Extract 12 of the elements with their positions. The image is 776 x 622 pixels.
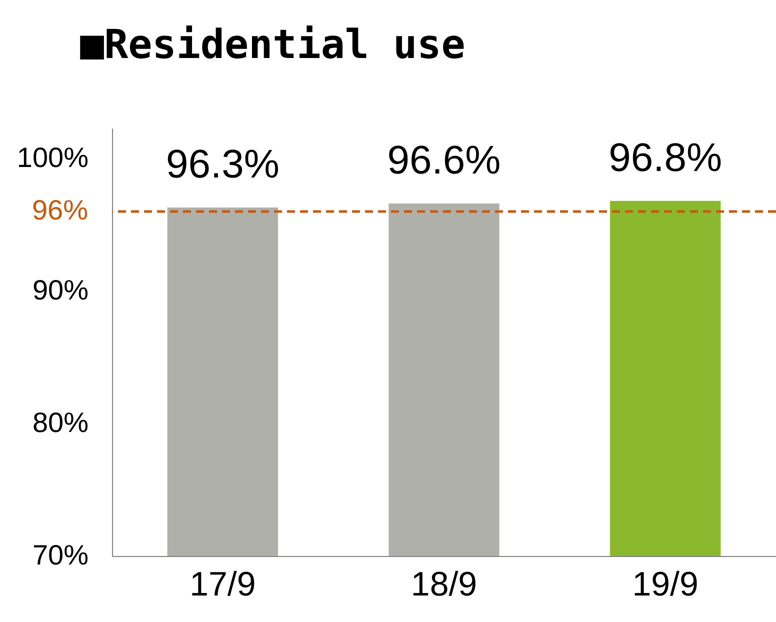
y-tick-label: 90% — [32, 274, 88, 306]
ref-line-label: 96% — [32, 194, 88, 226]
data-label: 96.6% — [387, 138, 501, 183]
y-tick-label: 70% — [32, 540, 88, 570]
y-tick-label: 80% — [32, 406, 88, 438]
data-label: 96.8% — [608, 136, 722, 180]
x-tick-label: 17/9 — [190, 566, 256, 604]
x-tick-label: 19/9 — [632, 566, 698, 604]
x-tick-label: 18/9 — [410, 566, 478, 604]
chart-title: ■Residential use — [80, 22, 466, 68]
y-tick-label: 100% — [16, 142, 88, 173]
data-label: 96.3% — [166, 142, 280, 187]
